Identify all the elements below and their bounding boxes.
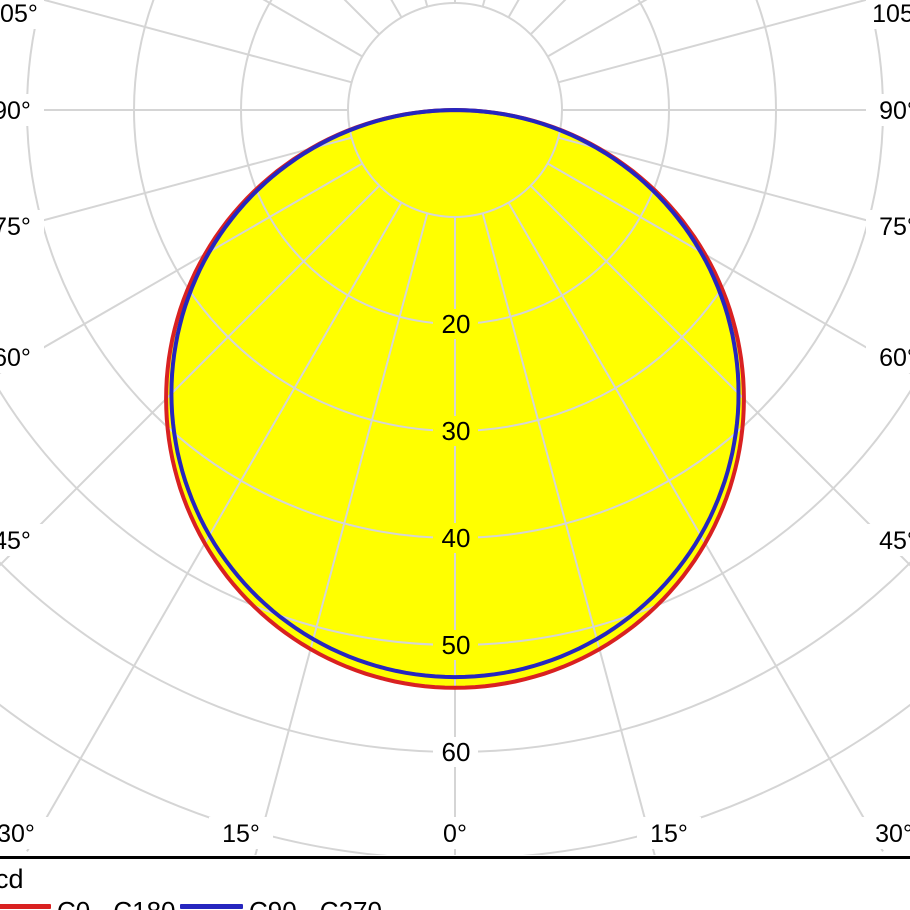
angle-label-backing — [0, 0, 44, 29]
angle-label-backing — [0, 341, 44, 373]
angle-tick-label-60: 60° — [0, 344, 31, 372]
radial-tick-label-20: 20 — [442, 309, 471, 339]
curve-C0-C180 — [164, 107, 746, 690]
angle-label-backing — [0, 817, 48, 849]
radial-tick-label-50: 50 — [442, 630, 471, 660]
angle-tick-label-90: 90° — [0, 97, 31, 125]
legend-unit-label: cd — [0, 864, 24, 894]
angle-label-backing — [866, 94, 910, 126]
angle-tick-label-105: 105° — [0, 0, 38, 28]
angle-tick-label-0: 0° — [443, 820, 467, 848]
grid-spoke-120deg — [547, 0, 648, 58]
radial-label-backing — [433, 416, 478, 446]
grid-spoke-15deg — [481, 213, 656, 855]
grid-spoke-150deg — [507, 0, 520, 18]
grid-spoke-315deg — [0, 184, 381, 567]
grid-spoke-105deg — [558, 0, 870, 84]
legend-separator-line — [0, 856, 910, 859]
legend-label-c0-c180: C0 - C180 — [57, 896, 176, 910]
radial-label-backing — [433, 309, 478, 339]
grid-spoke-345deg — [254, 213, 429, 855]
radial-label-backing — [433, 737, 478, 767]
grid-spoke-45deg — [529, 184, 910, 567]
grid-spoke-165deg — [481, 0, 486, 7]
angle-label-backing — [866, 210, 910, 242]
angle-label-backing — [0, 210, 44, 242]
angle-tick-label-90: 90° — [879, 97, 910, 125]
grid-spoke-285deg — [0, 136, 352, 233]
angle-tick-label-75: 75° — [879, 213, 910, 241]
angle-tick-label-105: 105° — [872, 0, 910, 28]
legend-label-c90-c270: C90 - C270 — [249, 896, 382, 910]
angle-tick-label-45: 45° — [0, 527, 31, 555]
grid-spoke-75deg — [558, 136, 910, 233]
angle-label-backing — [637, 817, 701, 849]
grid-spoke-240deg — [262, 0, 363, 58]
radial-label-backing — [433, 630, 478, 660]
angle-label-backing — [866, 0, 910, 29]
angle-tick-label-30: 30° — [875, 820, 910, 848]
angle-tick-label-30: 30° — [0, 820, 35, 848]
angle-tick-label-45: 45° — [879, 527, 910, 555]
axis-labels: 20 30 40 50 60 0° 15° 15° 30° 30° 45° 45° 60° 60° 75° 7… — [0, 0, 910, 849]
angle-tick-label-15: 15° — [222, 820, 260, 848]
grid-spoke-195deg — [424, 0, 429, 7]
radial-label-backing — [433, 523, 478, 553]
angle-label-backing — [0, 524, 44, 556]
angle-label-backing — [209, 817, 273, 849]
angle-label-backing — [423, 817, 487, 849]
grid-spoke-135deg — [529, 0, 567, 36]
radial-tick-label-40: 40 — [442, 523, 471, 553]
angle-tick-label-15: 15° — [650, 820, 688, 848]
angle-label-backing — [862, 817, 910, 849]
angle-label-backing — [0, 94, 44, 126]
radial-tick-label-30: 30 — [442, 416, 471, 446]
angle-tick-label-60: 60° — [879, 344, 910, 372]
curve-C90-C270 — [169, 107, 741, 680]
grid-spoke-210deg — [390, 0, 403, 18]
grid-spoke-330deg — [26, 202, 403, 852]
angle-tick-label-75: 75° — [0, 213, 31, 241]
angle-label-backing — [866, 524, 910, 556]
legend-swatch-c90-c270 — [180, 904, 243, 909]
grid-spoke-225deg — [343, 0, 381, 36]
legend-swatch-c0-c180 — [0, 904, 51, 909]
radial-tick-label-60: 60 — [442, 737, 471, 767]
angle-label-backing — [866, 341, 910, 373]
grid-spoke-30deg — [507, 202, 884, 852]
grid-spoke-255deg — [40, 0, 352, 84]
